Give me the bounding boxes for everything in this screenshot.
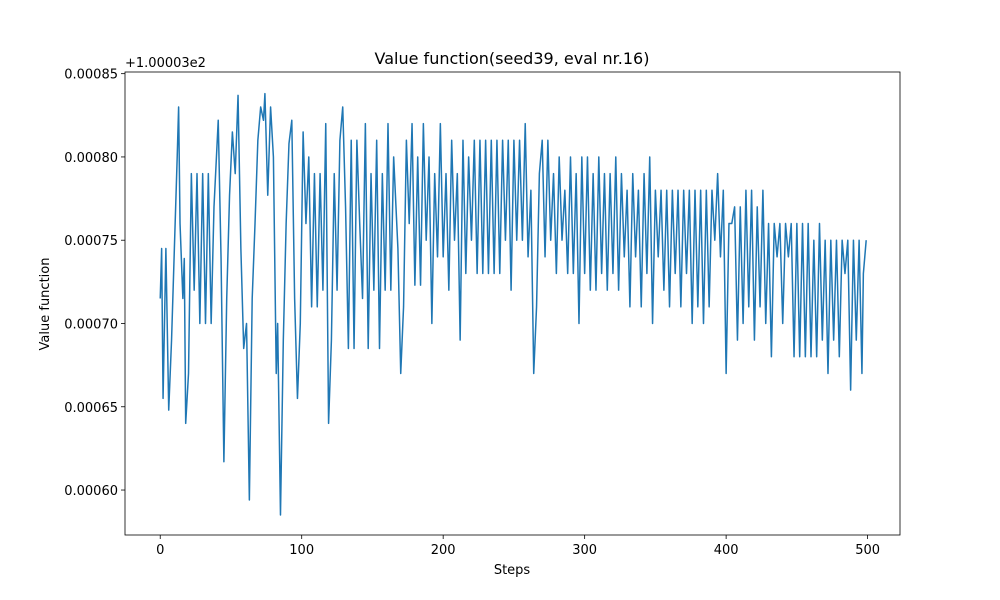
y-tick-label: 0.00070 [64,317,118,332]
plot-frame [124,71,901,536]
x-tick-label: 300 [572,543,597,558]
y-tick-label: 0.00085 [64,68,118,83]
data-line [159,92,867,516]
x-tick-label: 400 [714,543,739,558]
y-tick-label: 0.00080 [64,151,118,166]
x-axis-label: Steps [494,563,531,578]
y-tick-label: 0.00065 [64,401,118,416]
x-tick-label: 500 [855,543,880,558]
y-tick-label: 0.00060 [64,484,118,499]
y-offset-text: +1.00003e2 [125,56,206,71]
x-tick-label: 200 [431,543,456,558]
chart-title: Value function(seed39, eval nr.16) [375,49,650,68]
y-axis-label: Value function [38,258,53,351]
x-tick-label: 100 [289,543,314,558]
x-tick-label: 0 [156,543,164,558]
y-tick-label: 0.00075 [64,234,118,249]
